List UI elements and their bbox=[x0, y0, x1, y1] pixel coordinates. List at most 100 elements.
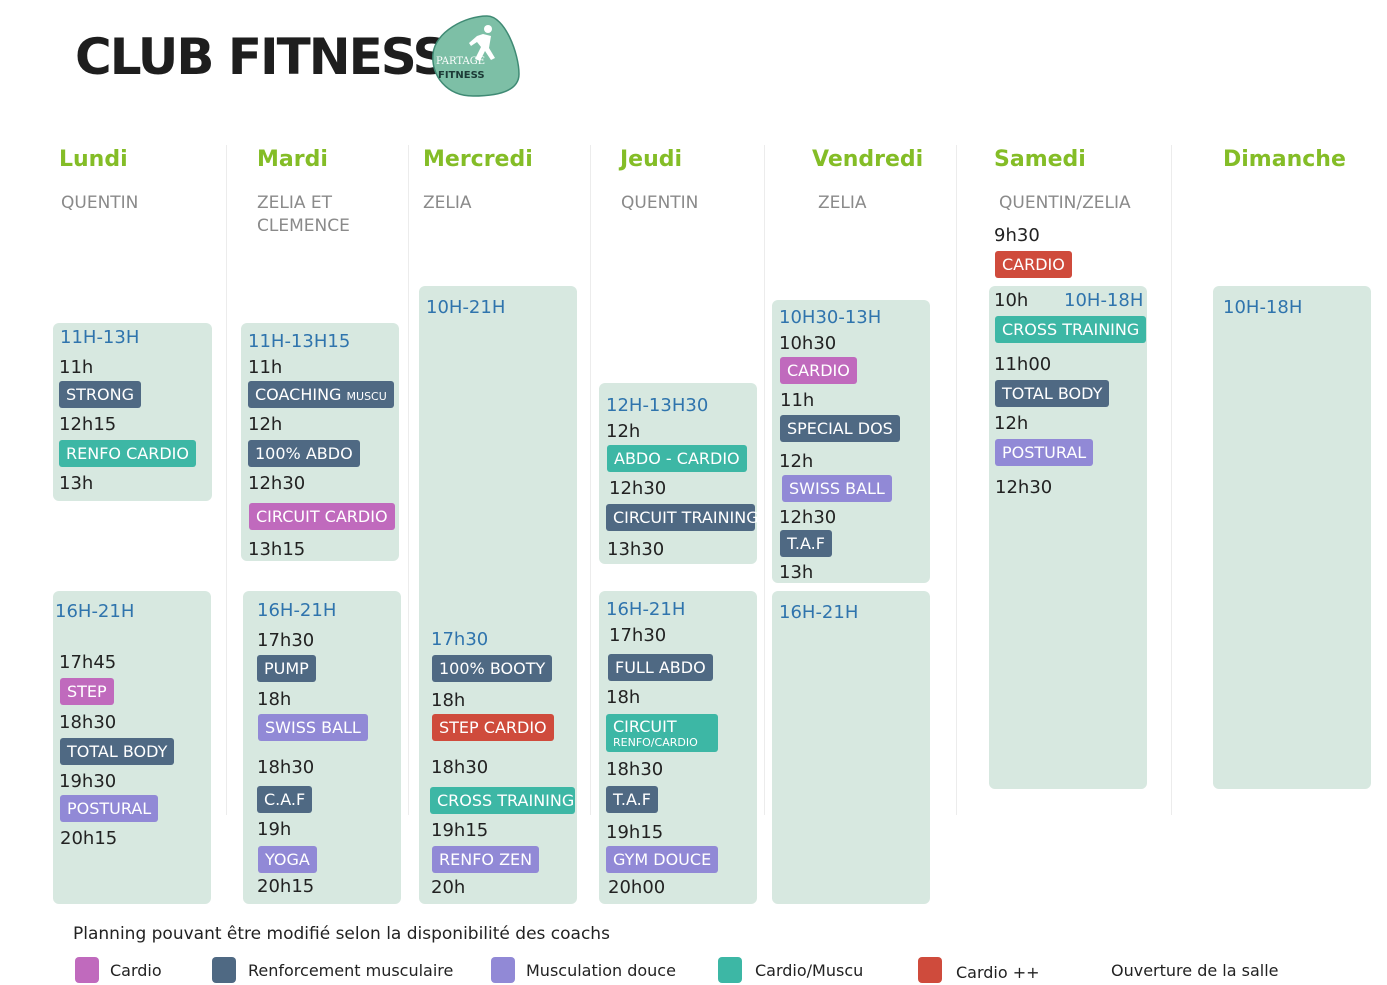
class-tag: CROSS TRAINING bbox=[430, 787, 575, 814]
day-dimanche: Dimanche bbox=[1223, 147, 1346, 172]
time-label: 17h30 bbox=[431, 629, 489, 650]
class-tag: TOTAL BODY bbox=[60, 738, 175, 765]
opening-block bbox=[989, 286, 1147, 789]
class-tag: SWISS BALL bbox=[782, 475, 892, 502]
opening-hours: 10H-21H bbox=[426, 297, 506, 318]
opening-hours: 10H-18H bbox=[1223, 297, 1303, 318]
class-tag-sublabel: MUSCU bbox=[346, 390, 387, 403]
class-tag: PUMP bbox=[257, 655, 316, 682]
opening-block bbox=[599, 383, 757, 564]
time-label: 12h bbox=[606, 421, 641, 442]
coach-jeudi: QUENTIN bbox=[621, 193, 699, 213]
time-label: 19h15 bbox=[431, 820, 489, 841]
opening-hours: 10H30-13H bbox=[779, 307, 882, 328]
class-tag: RENFO CARDIO bbox=[59, 440, 196, 467]
page-title: CLUB FITNESS bbox=[75, 28, 449, 86]
time-label: 20h bbox=[431, 877, 466, 898]
class-tag: STRONG bbox=[59, 381, 142, 408]
logo-text-partage: PARTAGE bbox=[436, 56, 486, 67]
time-label: 20h15 bbox=[60, 828, 118, 849]
time-label: 17h30 bbox=[257, 630, 315, 651]
class-tag: CIRCUIT TRAINING bbox=[606, 504, 759, 531]
class-tag: 100% ABDO bbox=[248, 440, 360, 467]
opening-block bbox=[53, 323, 212, 501]
time-label: 11h bbox=[248, 357, 283, 378]
legend-swatch-musculation-douce bbox=[491, 957, 515, 983]
day-samedi: Samedi bbox=[994, 147, 1086, 172]
opening-hours: 16H-21H bbox=[606, 599, 686, 620]
class-tag-label: CIRCUIT bbox=[613, 717, 677, 736]
time-label: 9h30 bbox=[994, 225, 1040, 246]
class-tag: RENFO ZEN bbox=[432, 846, 540, 873]
class-tag: T.A.F bbox=[606, 786, 658, 813]
class-tag: CARDIO bbox=[995, 251, 1072, 278]
class-tag: POSTURAL bbox=[995, 439, 1094, 466]
class-tag: C.A.F bbox=[257, 786, 313, 813]
class-tag: ABDO - CARDIO bbox=[607, 445, 747, 472]
opening-hours: 12H-13H30 bbox=[606, 395, 709, 416]
column-separator bbox=[956, 145, 957, 815]
planning-note: Planning pouvant être modifié selon la d… bbox=[73, 924, 610, 944]
legend-label: Cardio bbox=[110, 961, 162, 980]
day-vendredi: Vendredi bbox=[812, 147, 924, 172]
class-tag: SPECIAL DOS bbox=[780, 415, 900, 442]
column-separator bbox=[226, 145, 227, 815]
legend-label: Renforcement musculaire bbox=[248, 961, 454, 980]
opening-hours: 16H-21H bbox=[779, 602, 859, 623]
class-tag: YOGA bbox=[258, 846, 317, 873]
time-label: 19h bbox=[257, 819, 292, 840]
time-label: 18h30 bbox=[257, 757, 315, 778]
coach-mercredi: ZELIA bbox=[423, 193, 472, 213]
legend-swatch-cardio-plus bbox=[918, 957, 942, 983]
class-tag: CIRCUIT RENFO/CARDIO bbox=[606, 714, 718, 752]
class-tag-sublabel: RENFO/CARDIO bbox=[613, 736, 698, 749]
time-label: 12h30 bbox=[779, 507, 837, 528]
class-tag: CROSS TRAINING bbox=[995, 316, 1146, 343]
class-tag: 100% BOOTY bbox=[432, 655, 553, 682]
class-tag: FULL ABDO bbox=[608, 654, 713, 681]
time-label: 18h30 bbox=[431, 757, 489, 778]
opening-hours: 10H-18H bbox=[1064, 290, 1144, 311]
time-label: 13h bbox=[779, 562, 814, 583]
opening-block bbox=[772, 591, 930, 904]
class-tag: STEP CARDIO bbox=[432, 714, 554, 741]
time-label: 11h bbox=[59, 357, 94, 378]
class-tag: POSTURAL bbox=[60, 795, 159, 822]
opening-hours: 11H-13H bbox=[60, 327, 140, 348]
class-tag: GYM DOUCE bbox=[606, 846, 719, 873]
legend-label: Cardio/Muscu bbox=[755, 961, 864, 980]
time-label: 10h30 bbox=[779, 333, 837, 354]
time-label: 18h bbox=[257, 689, 292, 710]
time-label: 11h bbox=[780, 390, 815, 411]
column-separator bbox=[764, 145, 765, 815]
opening-hours: 11H-13H15 bbox=[248, 331, 351, 352]
day-mardi: Mardi bbox=[257, 147, 328, 172]
coach-vendredi: ZELIA bbox=[818, 193, 867, 213]
opening-hours: 16H-21H bbox=[257, 600, 337, 621]
time-label: 18h30 bbox=[606, 759, 664, 780]
legend-opening-label: Ouverture de la salle bbox=[1111, 961, 1279, 980]
day-lundi: Lundi bbox=[59, 147, 128, 172]
time-label: 18h30 bbox=[59, 712, 117, 733]
time-label: 19h30 bbox=[59, 771, 117, 792]
time-label: 18h bbox=[606, 687, 641, 708]
time-label: 17h30 bbox=[609, 625, 667, 646]
class-tag: CIRCUIT CARDIO bbox=[249, 503, 395, 530]
time-label: 13h bbox=[59, 473, 94, 494]
legend-swatch-cardio bbox=[75, 957, 99, 983]
time-label: 12h30 bbox=[609, 478, 667, 499]
class-tag: SWISS BALL bbox=[258, 714, 368, 741]
class-tag-label: COACHING bbox=[255, 385, 342, 404]
time-label: 12h bbox=[779, 451, 814, 472]
logo-text-fitness: FITNESS bbox=[438, 70, 485, 81]
class-tag: TOTAL BODY bbox=[995, 380, 1110, 407]
legend-label: Musculation douce bbox=[526, 961, 676, 980]
legend-swatch-renforcement bbox=[212, 957, 236, 983]
legend-label: Cardio ++ bbox=[956, 963, 1040, 982]
time-label: 13h15 bbox=[248, 539, 306, 560]
time-label: 13h30 bbox=[607, 539, 665, 560]
legend-swatch-cardio-muscu bbox=[718, 957, 742, 983]
column-separator bbox=[1171, 145, 1172, 815]
column-separator bbox=[408, 145, 409, 815]
opening-block bbox=[1213, 286, 1371, 789]
